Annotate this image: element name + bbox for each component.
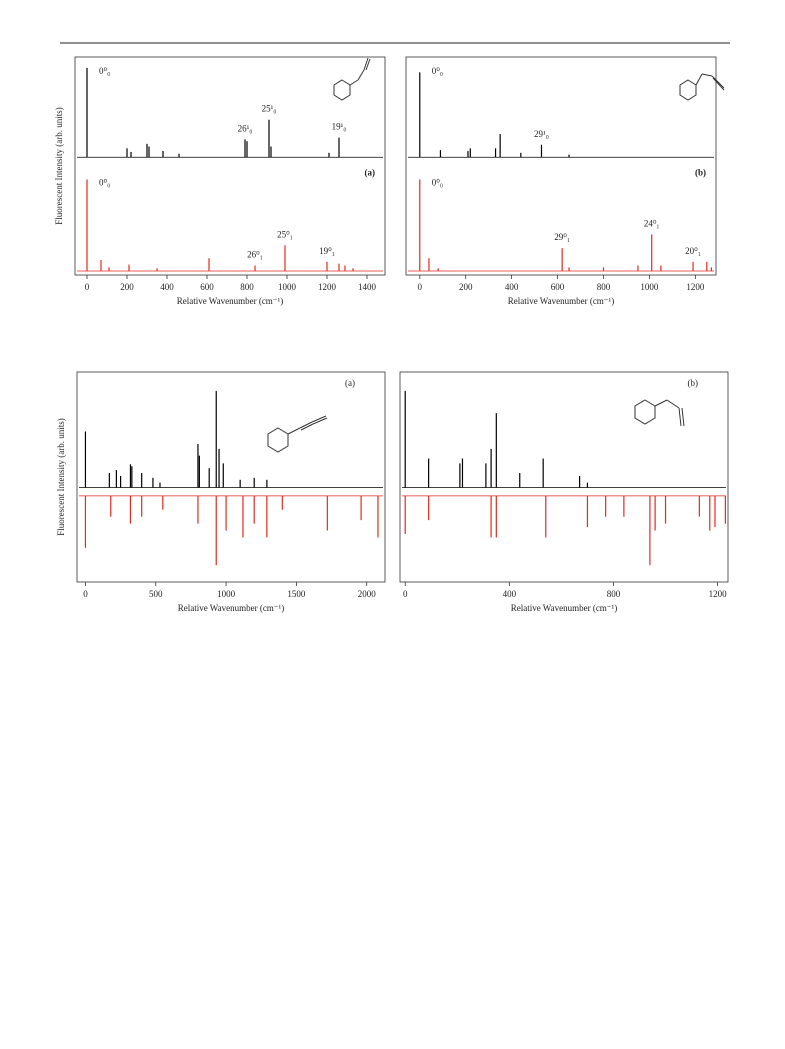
x-tick-label: 200 [459, 282, 473, 292]
x-tick-label: 1200 [318, 282, 337, 292]
x-tick-label: 2000 [358, 589, 377, 599]
peak-label: 26⁰₁ [247, 250, 263, 260]
x-axis-label: Relative Wavenumber (cm⁻¹) [177, 296, 284, 306]
peak-label: 19¹₀ [332, 122, 347, 132]
panel-label: (a) [345, 378, 355, 388]
x-tick-label: 0 [403, 589, 408, 599]
peak-label: 29⁰₁ [554, 232, 570, 242]
x-tick-label: 1000 [640, 282, 659, 292]
x-axis-label: Relative Wavenumber (cm⁻¹) [178, 603, 285, 613]
x-tick-label: 1500 [287, 589, 306, 599]
x-tick-label: 600 [551, 282, 565, 292]
plot-frame [76, 371, 386, 583]
peak-label: 0⁰₀ [99, 66, 110, 76]
peak-label: 29¹₀ [534, 129, 549, 139]
x-tick-label: 0 [83, 589, 88, 599]
molecule-d [634, 399, 685, 427]
panel-label: (a) [365, 167, 376, 177]
peak-label: 25⁰₁ [277, 229, 293, 239]
x-axis-label: Relative Wavenumber (cm⁻¹) [511, 603, 618, 613]
x-tick-label: 1200 [686, 282, 705, 292]
molecule-c [267, 415, 328, 453]
x-tick-label: 0 [85, 282, 90, 292]
plot-frame [74, 56, 386, 276]
x-tick-label: 800 [607, 589, 621, 599]
x-tick-label: 800 [240, 282, 254, 292]
y-axis-label: Fluorescent Intensity (arb. units) [56, 418, 66, 535]
x-tick-label: 400 [160, 282, 174, 292]
x-tick-label: 1000 [278, 282, 297, 292]
peak-label: 26¹₀ [238, 123, 253, 133]
x-tick-label: 1200 [709, 589, 728, 599]
x-tick-label: 400 [505, 282, 519, 292]
plot-frame [399, 371, 729, 583]
x-tick-label: 500 [149, 589, 163, 599]
molecule-b [679, 73, 725, 101]
x-axis-label: Relative Wavenumber (cm⁻¹) [508, 296, 615, 306]
x-tick-label: 800 [597, 282, 611, 292]
x-tick-label: 0 [418, 282, 423, 292]
peak-label: 0⁰₀ [99, 177, 110, 187]
peak-label: 25¹₀ [262, 104, 277, 114]
x-tick-label: 200 [120, 282, 134, 292]
panel-label: (b) [695, 167, 706, 177]
y-axis-label: Fluorescent Intensity (arb. units) [54, 107, 64, 224]
peak-label: 0⁰₀ [432, 66, 443, 76]
peak-label: 20⁰₁ [685, 246, 701, 256]
peak-label: 19⁰₁ [319, 246, 335, 256]
x-tick-label: 400 [503, 589, 517, 599]
plot-frame [405, 56, 717, 276]
x-tick-label: 600 [200, 282, 214, 292]
peak-label: 24⁰₁ [644, 218, 660, 228]
x-tick-label: 1000 [217, 589, 236, 599]
molecule-a [333, 57, 371, 101]
x-tick-label: 1400 [358, 282, 377, 292]
peak-label: 0⁰₀ [432, 177, 443, 187]
panel-label: (b) [688, 378, 699, 388]
